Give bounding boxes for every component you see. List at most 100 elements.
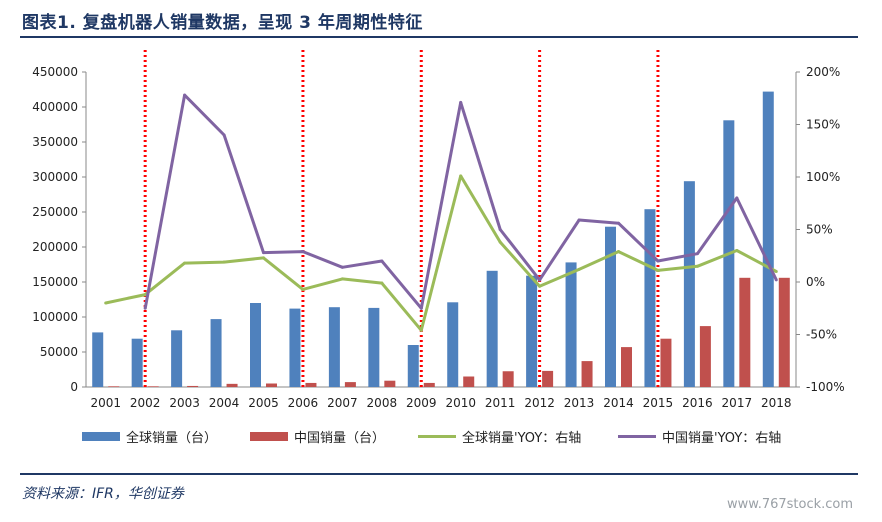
point-global-yoy-2007 (340, 277, 344, 281)
chart-title: 图表1. 复盘机器人销量数据，呈现 3 年周期性特征 (22, 13, 423, 33)
cycle-markers (143, 50, 660, 387)
bar-china-sales-2013 (581, 361, 593, 387)
bar-global-sales-2003 (171, 330, 183, 387)
point-global-yoy-2014 (617, 250, 620, 254)
bar-global-sales-2002 (131, 338, 143, 387)
legend-label-global-sales: 全球销量（台） (126, 430, 218, 446)
bar-china-sales-2018 (778, 277, 790, 387)
point-china-yoy-2006 (301, 250, 305, 254)
point-global-yoy-2001 (104, 301, 108, 305)
x-tick-label: 2012 (524, 396, 555, 410)
watermark: www.767stock.com (727, 497, 854, 512)
bar-global-sales-2014 (605, 226, 616, 387)
bar-global-sales-2012 (526, 275, 538, 387)
legend-item-global-sales: 全球销量（台） (82, 426, 217, 446)
y-left-tick-label: 0 (70, 380, 78, 394)
bar-global-sales-2006 (289, 308, 301, 387)
y-left-tick-label: 100000 (32, 310, 78, 324)
bar-china-sales-2010 (463, 376, 475, 387)
x-tick-label: 2017 (722, 396, 753, 410)
legend-swatch-global-sales (82, 431, 120, 441)
point-china-yoy-2004 (222, 133, 226, 137)
point-china-yoy-2013 (577, 218, 581, 222)
bar-china-sales-2011 (502, 371, 514, 387)
legend-swatch-china-yoy (618, 434, 656, 438)
y-right-tick-label: 100% (806, 170, 840, 184)
point-global-yoy-2006 (301, 287, 305, 291)
bar-china-sales-2001 (108, 386, 120, 387)
bar-global-sales-2007 (328, 307, 340, 387)
y-left-tick-label: 450000 (32, 65, 78, 79)
title-divider (20, 36, 858, 38)
y-left-tick-label: 200000 (32, 240, 78, 254)
source-note: 资料来源：IFR，华创证券 (22, 486, 184, 502)
y-left-tick-label: 150000 (32, 275, 78, 289)
x-tick-label: 2002 (130, 396, 161, 410)
legend-item-china-sales: 中国销量（台） (250, 426, 385, 446)
y-left-tick-label: 300000 (32, 170, 78, 184)
bar-global-sales-2005 (250, 303, 261, 387)
point-global-yoy-2010 (459, 174, 463, 178)
point-global-yoy-2009 (419, 328, 423, 332)
point-china-yoy-2008 (380, 259, 384, 263)
point-global-yoy-2013 (577, 267, 581, 271)
bar-global-sales-2018 (762, 91, 774, 387)
legend-label-china-sales: 中国销量（台） (294, 430, 386, 446)
bar-china-sales-2016 (699, 326, 711, 387)
bar-global-sales-2008 (368, 307, 380, 387)
legend-item-china-yoy: 中国销量'YOY：右轴 (618, 426, 781, 446)
point-china-yoy-2002 (143, 306, 147, 310)
bar-global-sales-2016 (683, 181, 695, 387)
point-global-yoy-2018 (774, 270, 778, 273)
legend-label-global-yoy: 全球销量'YOY：右轴 (462, 430, 582, 446)
combo-chart: 0 50000 100000 150000 200000 250000 300000 3500… (32, 50, 845, 410)
point-china-yoy-2007 (340, 265, 344, 269)
y-right-tick-label: 0% (806, 275, 825, 289)
point-global-yoy-2004 (222, 260, 226, 264)
point-china-yoy-2003 (183, 93, 187, 97)
bar-global-sales-2001 (92, 332, 104, 387)
point-global-yoy-2003 (183, 261, 187, 265)
point-global-yoy-2002 (143, 293, 147, 297)
y-left-tick-label: 250000 (32, 205, 78, 219)
point-china-yoy-2014 (617, 221, 620, 225)
point-global-yoy-2008 (380, 281, 384, 285)
legend-swatch-china-sales (250, 431, 288, 441)
bar-global-sales-2015 (644, 209, 656, 387)
x-tick-label: 2010 (445, 396, 476, 410)
x-tick-label: 2009 (406, 396, 437, 410)
point-china-yoy-2015 (656, 259, 660, 263)
x-tick-label: 2005 (248, 396, 279, 410)
x-tick-label: 2003 (169, 396, 200, 410)
bar-china-sales-2008 (384, 380, 396, 387)
x-tick-label: 2018 (761, 396, 792, 410)
bar-china-sales-2004 (226, 383, 238, 387)
x-tick-label: 2001 (90, 396, 121, 410)
bar-china-sales-2009 (423, 382, 435, 387)
point-china-yoy-2010 (459, 100, 463, 104)
y-right-tick-label: -100% (806, 380, 845, 394)
chart-legend: 全球销量（台） 中国销量（台） 全球销量'YOY：右轴 中国销量'YOY：右轴 (0, 426, 882, 446)
x-tick-label: 2013 (564, 396, 595, 410)
bar-global-sales-2004 (210, 319, 222, 387)
bar-china-sales-2002 (147, 386, 159, 387)
y-right-tick-label: -50% (806, 328, 837, 342)
x-tick-label: 2004 (209, 396, 240, 410)
bar-global-sales-2009 (407, 345, 419, 387)
footer-divider (20, 473, 858, 475)
y-left-tick-label: 350000 (32, 135, 78, 149)
chart-bars (92, 91, 790, 388)
legend-swatch-global-yoy (418, 434, 456, 438)
bar-china-sales-2005 (266, 383, 277, 387)
x-tick-label: 2011 (485, 396, 516, 410)
bar-china-sales-2012 (542, 370, 554, 387)
y-left-tick-label: 50000 (40, 345, 78, 359)
point-china-yoy-2016 (695, 252, 699, 256)
point-china-yoy-2011 (498, 228, 502, 231)
point-global-yoy-2005 (262, 256, 265, 260)
legend-item-global-yoy: 全球销量'YOY：右轴 (418, 426, 581, 446)
point-china-yoy-2012 (538, 278, 542, 282)
point-china-yoy-2018 (774, 278, 778, 282)
bar-global-sales-2011 (486, 270, 498, 387)
y-right-tick-label: 50% (806, 223, 833, 237)
